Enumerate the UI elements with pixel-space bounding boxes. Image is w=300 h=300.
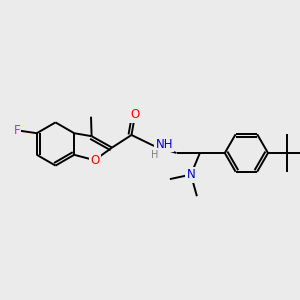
Text: F: F (14, 124, 20, 137)
Text: N: N (187, 168, 195, 181)
Text: H: H (151, 150, 158, 160)
Text: O: O (130, 108, 140, 121)
Text: NH: NH (155, 138, 173, 151)
Text: O: O (90, 154, 99, 167)
